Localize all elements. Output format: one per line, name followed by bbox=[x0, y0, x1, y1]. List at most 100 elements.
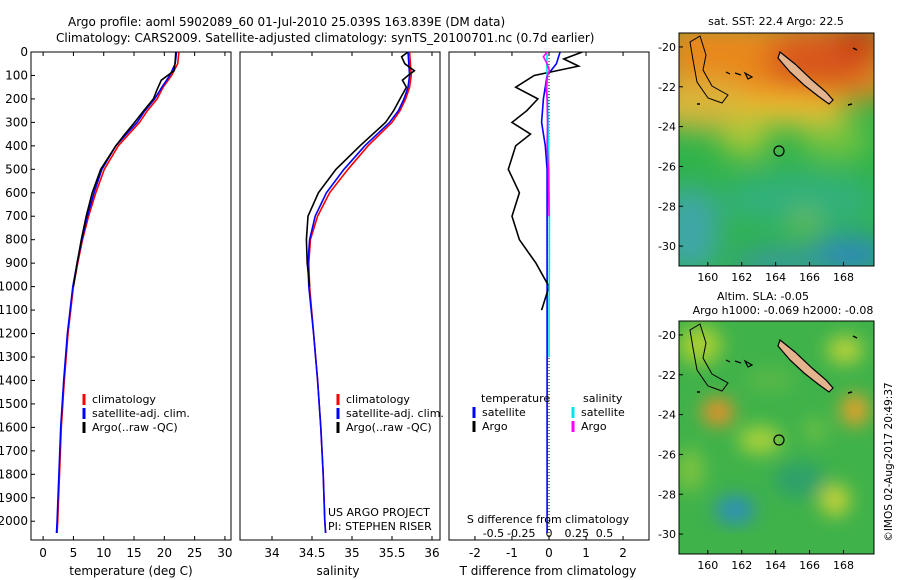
sst-argo-marker bbox=[773, 145, 785, 157]
sla-map-title-line2: Argo h1000: -0.069 h2000: -0.08 bbox=[693, 304, 874, 317]
temperature-panel: 0100200300400500600700800900100011001200… bbox=[0, 45, 233, 578]
lat-tick-label: -30 bbox=[658, 240, 676, 253]
y-tick-label: 100 bbox=[5, 68, 28, 82]
sst-heatmap bbox=[679, 33, 874, 266]
sla-map-panel: Altim. SLA: -0.05 Argo h1000: -0.069 h20… bbox=[658, 290, 875, 572]
lat-tick-label: -28 bbox=[658, 200, 676, 213]
lat-tick-label: -24 bbox=[658, 121, 676, 134]
legend-label: satellite bbox=[581, 406, 625, 419]
y-tick-label: 1700 bbox=[0, 444, 28, 458]
y-tick-label: 800 bbox=[5, 233, 28, 247]
lon-tick-label: 162 bbox=[731, 271, 752, 284]
t-difference-axis-label: T difference from climatology bbox=[459, 564, 637, 578]
lat-tick-label: -30 bbox=[658, 528, 676, 541]
y-tick-label: 400 bbox=[5, 139, 28, 153]
sst-lat-ticks: -20 -22 -24 -26 -28 -30 bbox=[658, 41, 683, 253]
y-tick-label: 600 bbox=[5, 186, 28, 200]
lon-tick-label: 168 bbox=[833, 559, 854, 572]
plot-title-line2: Climatology: CARS2009. Satellite-adjuste… bbox=[56, 31, 594, 45]
temperature-profiles bbox=[55, 52, 180, 534]
s-difference-axis-label: S difference from climatology bbox=[467, 513, 630, 526]
lon-tick-label: 164 bbox=[765, 271, 786, 284]
salinity-axis-label: salinity bbox=[316, 564, 359, 578]
lon-tick-label: 160 bbox=[697, 559, 718, 572]
y-tick-label: 1000 bbox=[0, 280, 28, 294]
y-tick-label: 1900 bbox=[0, 491, 28, 505]
lon-tick-label: 168 bbox=[833, 271, 854, 284]
series-line-satellite-adj-clim- bbox=[55, 52, 178, 534]
x-tick-label: 15 bbox=[126, 546, 141, 560]
x-tick-label: 0 bbox=[39, 546, 47, 560]
series-line-s-argo bbox=[542, 52, 551, 217]
x-tick-label: 1 bbox=[582, 546, 590, 560]
x-tick-label: 20 bbox=[157, 546, 172, 560]
lat-tick-label: -26 bbox=[658, 448, 676, 461]
difference-panel: -2 -1 0 1 2 -0.5 -0.25 0 0.25 0.5 S difference f… bbox=[448, 51, 650, 578]
sla-lat-ticks: -20 -22 -24 -26 -28 -30 bbox=[658, 329, 683, 541]
project-credit-line1: US ARGO PROJECT bbox=[328, 506, 430, 519]
salinity-panel: 34 34.5 35 35.5 36 salinity climatologysatel… bbox=[239, 51, 444, 578]
s-tick-label: -0.25 bbox=[507, 527, 535, 540]
lat-tick-label: -24 bbox=[658, 409, 676, 422]
legend-label: Argo bbox=[581, 420, 607, 433]
temperature-plot-frame bbox=[30, 51, 232, 541]
x-tick-label: 34 bbox=[264, 546, 279, 560]
x-tick-label: 25 bbox=[187, 546, 202, 560]
legend-label: Argo(..raw -QC) bbox=[346, 421, 432, 434]
x-tick-label: 34.5 bbox=[299, 546, 326, 560]
legend-label: Argo bbox=[482, 420, 508, 433]
y-tick-label: 1300 bbox=[0, 350, 28, 364]
temperature-axis-label: temperature (deg C) bbox=[69, 564, 192, 578]
legend-label: climatology bbox=[92, 393, 156, 406]
x-tick-label: 2 bbox=[619, 546, 627, 560]
s-tick-label: -0.5 bbox=[483, 527, 504, 540]
s-tick-label: 0.25 bbox=[565, 527, 590, 540]
y-tick-label: 0 bbox=[20, 45, 28, 59]
lon-tick-label: 160 bbox=[697, 271, 718, 284]
legend-heading-salinity: salinity bbox=[583, 392, 623, 405]
legend-heading-temperature: temperature bbox=[481, 392, 550, 405]
y-tick-label: 1600 bbox=[0, 420, 28, 434]
sla-map-title-line1: Altim. SLA: -0.05 bbox=[717, 290, 809, 303]
salinity-profiles bbox=[305, 52, 416, 534]
legend-label: satellite-adj. clim. bbox=[92, 407, 190, 420]
sst-map-frame bbox=[678, 32, 875, 267]
lon-tick-label: 166 bbox=[799, 559, 820, 572]
y-tick-label: 900 bbox=[5, 256, 28, 270]
series-line-satellite-adj-clim- bbox=[307, 52, 411, 534]
s-tick-label: 0.5 bbox=[596, 527, 614, 540]
lat-tick-label: -22 bbox=[658, 81, 676, 94]
y-tick-label: 1400 bbox=[0, 373, 28, 387]
x-tick-label: -1 bbox=[506, 546, 518, 560]
imos-timestamp-label: ©IMOS 02-Aug-2017 20:49:37 bbox=[883, 382, 895, 541]
series-line-argo-raw-qc- bbox=[305, 52, 416, 287]
y-tick-label: 1800 bbox=[0, 467, 28, 481]
y-tick-label: 1500 bbox=[0, 397, 28, 411]
y-tick-label: 500 bbox=[5, 162, 28, 176]
lat-tick-label: -28 bbox=[658, 488, 676, 501]
y-tick-label: 1100 bbox=[0, 303, 28, 317]
sst-map-panel: sat. SST: 22.4 Argo: 22.5 bbox=[658, 15, 875, 284]
sst-map-title: sat. SST: 22.4 Argo: 22.5 bbox=[708, 15, 844, 28]
x-tick-label: -2 bbox=[469, 546, 481, 560]
lon-tick-label: 164 bbox=[765, 559, 786, 572]
salinity-plot-frame bbox=[239, 51, 441, 541]
sla-heatmap bbox=[679, 321, 874, 554]
y-tick-label: 300 bbox=[5, 115, 28, 129]
difference-legend: temperature salinitysatelliteArgosatellit… bbox=[472, 392, 625, 433]
sla-argo-marker bbox=[773, 434, 785, 446]
y-tick-label: 2000 bbox=[0, 514, 28, 528]
s-tick-label: 0 bbox=[546, 527, 553, 540]
sst-lon-ticks: 160 162 164 166 168 bbox=[697, 262, 854, 284]
x-tick-label: 5 bbox=[70, 546, 78, 560]
legend-label: climatology bbox=[346, 393, 410, 406]
project-credit-line2: PI: STEPHEN RISER bbox=[328, 520, 432, 533]
lon-tick-label: 166 bbox=[799, 271, 820, 284]
difference-profiles bbox=[507, 52, 583, 533]
x-tick-label: 0 bbox=[545, 546, 553, 560]
depth-axis-ticks: 0 100 200 300 400 500 600 700 800 900 1000 1100 1200… bbox=[0, 45, 35, 528]
x-tick-label: 10 bbox=[96, 546, 111, 560]
